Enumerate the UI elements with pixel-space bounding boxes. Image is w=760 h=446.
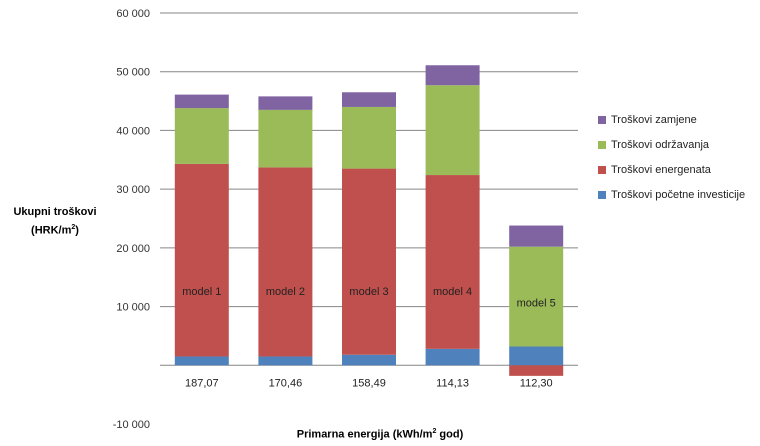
legend-label: Troškovi zamjene: [611, 113, 697, 126]
bar-label: model 5: [517, 298, 556, 310]
y-tick-label: 10 000: [116, 302, 150, 314]
y-tick-label: -10 000: [113, 419, 150, 431]
legend-label: Troškovi početne investicije: [611, 188, 746, 201]
bar-segment: [425, 348, 480, 366]
bar-segment: [258, 96, 313, 110]
bar-segment: [342, 106, 396, 169]
legend-swatch: [598, 190, 606, 199]
x-tick-label: 170,46: [269, 377, 303, 389]
bar-segment: [258, 109, 313, 168]
x-axis-title: Primarna energija (kWh/m2 god): [296, 428, 464, 441]
bar-segment: [174, 356, 229, 366]
bar-segment: [258, 356, 313, 366]
bar-segment: [509, 365, 564, 376]
bar-label: model 3: [349, 286, 388, 298]
legend-swatch: [598, 115, 606, 124]
bar-segment: [174, 108, 229, 164]
bar-label: model 2: [266, 286, 305, 298]
legend-swatch: [598, 140, 606, 149]
bar-segment: [425, 175, 480, 349]
legend-item-investicije: Troškovi početne investicije: [598, 182, 745, 207]
y-tick-label: 60 000: [116, 8, 150, 20]
legend-label: Troškovi održavanja: [611, 138, 710, 151]
legend-label: Troškovi energenata: [611, 163, 711, 176]
y-tick-label: 40 000: [116, 125, 150, 137]
legend-item-zamjene: Troškovi zamjene: [598, 107, 745, 132]
bar-segment: [342, 92, 396, 107]
legend: Troškovi zamjene Troškovi održavanja Tro…: [598, 107, 745, 207]
x-tick-label: 112,30: [520, 377, 553, 389]
legend-item-energenata: Troškovi energenata: [598, 157, 745, 182]
legend-swatch: [598, 165, 606, 174]
bar-segment: [174, 94, 229, 109]
bar-segment: [509, 346, 564, 366]
bar-segment: [342, 168, 396, 355]
bar-segment: [258, 167, 313, 357]
bar-label: model 1: [182, 286, 221, 298]
bar-segment: [342, 354, 396, 366]
x-tick-label: 187,07: [185, 377, 219, 389]
bar-segment: [174, 163, 229, 357]
y-tick-label: 50 000: [116, 67, 150, 79]
y-tick-label: 30 000: [116, 184, 150, 196]
legend-item-odrzavanja: Troškovi održavanja: [598, 132, 745, 157]
bar-segment: [425, 65, 480, 86]
bar-segment: [425, 85, 480, 176]
y-tick-label: 20 000: [116, 243, 150, 255]
bar-segment: [509, 225, 564, 247]
x-tick-label: 114,13: [436, 377, 469, 389]
bar-segment: [509, 246, 564, 347]
bar-label: model 4: [433, 286, 472, 298]
x-tick-label: 158,49: [352, 377, 386, 389]
y-axis-title: Ukupni troškovi (HRK/m2): [13, 206, 97, 237]
